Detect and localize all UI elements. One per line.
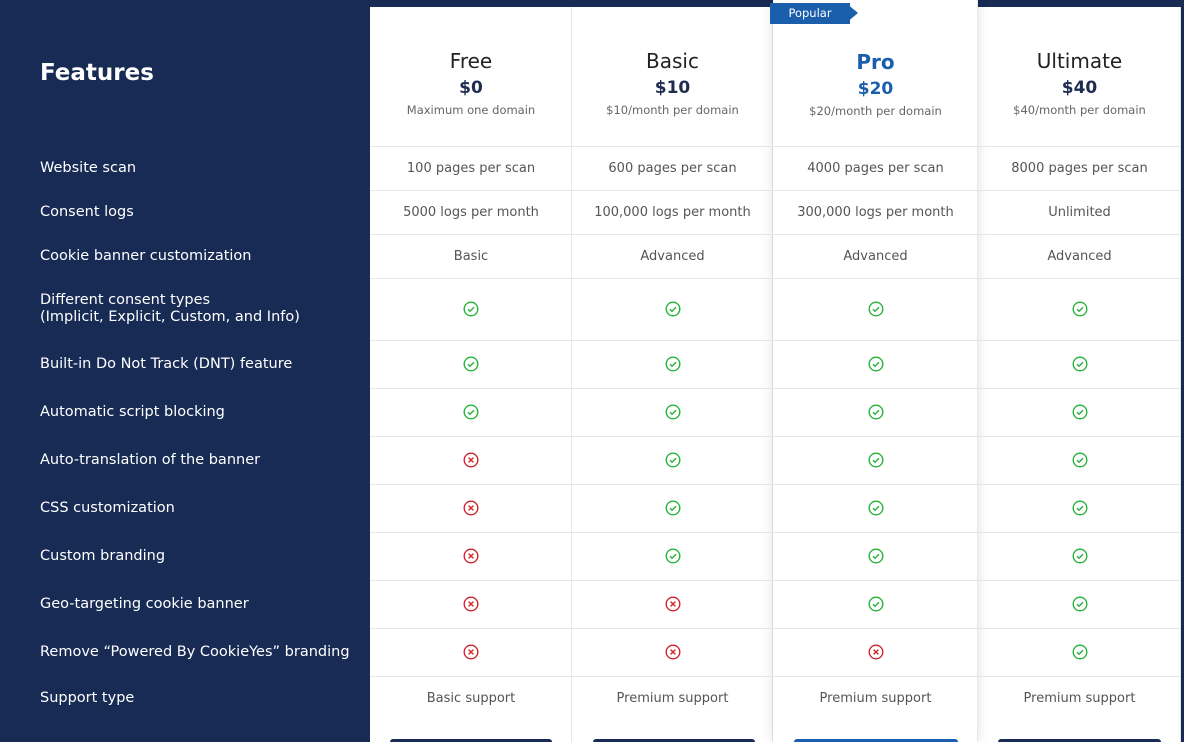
plan-name: Basic xyxy=(646,49,699,73)
plan-note: $10/month per domain xyxy=(606,103,739,117)
cell-text: Advanced xyxy=(843,248,908,264)
plan-price: $40 xyxy=(1061,78,1098,98)
plan-column xyxy=(978,7,1181,742)
plan-note: $20/month per domain xyxy=(809,104,942,118)
cell-text: 300,000 logs per month xyxy=(797,204,954,220)
plan-button[interactable] xyxy=(794,739,958,742)
check-icon xyxy=(773,388,978,436)
feature-label: CSS customization xyxy=(40,499,175,516)
feature-label: Cookie banner customization xyxy=(40,247,252,264)
check-icon xyxy=(572,340,773,388)
check-icon xyxy=(773,278,978,340)
cross-icon xyxy=(370,436,572,484)
plan-button[interactable] xyxy=(998,739,1161,742)
row-divider xyxy=(370,190,1181,191)
plan-column xyxy=(370,7,572,742)
row-divider xyxy=(370,146,1181,147)
plan-name: Ultimate xyxy=(1036,49,1123,73)
cell-text: Basic xyxy=(453,248,489,264)
feature-label: Different consent types (Implicit, Expli… xyxy=(40,292,300,325)
feature-label: Consent logs xyxy=(40,203,134,220)
cross-icon xyxy=(370,628,572,676)
row-divider xyxy=(370,484,1181,485)
row-divider xyxy=(370,436,1181,437)
feature-label: Automatic script blocking xyxy=(40,403,225,420)
cell-text: 8000 pages per scan xyxy=(1011,160,1148,176)
cell-text: Advanced xyxy=(640,248,705,264)
check-icon xyxy=(572,278,773,340)
feature-label: Support type xyxy=(40,689,135,706)
feature-label: Geo-targeting cookie banner xyxy=(40,595,249,612)
cell-text: 5000 logs per month xyxy=(403,204,539,220)
check-icon xyxy=(978,340,1181,388)
feature-label: Auto-translation of the banner xyxy=(40,451,261,468)
cell-text: Premium support xyxy=(1023,690,1136,706)
cross-icon xyxy=(370,580,572,628)
feature-label: Website scan xyxy=(40,159,137,176)
plan-price: $20 xyxy=(857,79,894,99)
check-icon xyxy=(978,532,1181,580)
cell-text: 100 pages per scan xyxy=(406,160,536,176)
cell-text: 4000 pages per scan xyxy=(807,160,944,176)
check-icon xyxy=(978,628,1181,676)
cross-icon xyxy=(370,532,572,580)
row-divider xyxy=(370,388,1181,389)
cross-icon xyxy=(370,484,572,532)
cross-icon xyxy=(773,628,978,676)
feature-label: Remove “Powered By CookieYes” branding xyxy=(40,643,350,660)
plan-button[interactable] xyxy=(390,739,552,742)
check-icon xyxy=(773,580,978,628)
plan-name: Pro xyxy=(856,50,895,74)
check-icon xyxy=(370,388,572,436)
plan-column xyxy=(572,7,773,742)
cross-icon xyxy=(572,628,773,676)
check-icon xyxy=(370,340,572,388)
check-icon xyxy=(978,436,1181,484)
check-icon xyxy=(370,278,572,340)
row-divider xyxy=(370,532,1181,533)
plan-note: Maximum one domain xyxy=(406,103,536,117)
feature-label: Built-in Do Not Track (DNT) feature xyxy=(40,355,293,372)
check-icon xyxy=(773,532,978,580)
features-title: Features xyxy=(40,60,154,86)
popular-badge: Popular xyxy=(770,3,850,24)
cell-text: 100,000 logs per month xyxy=(594,204,751,220)
check-icon xyxy=(978,278,1181,340)
check-icon xyxy=(978,388,1181,436)
plan-name: Free xyxy=(449,49,493,73)
cell-text: Basic support xyxy=(426,690,516,706)
plan-note: $40/month per domain xyxy=(1013,103,1146,117)
row-divider xyxy=(370,340,1181,341)
check-icon xyxy=(572,436,773,484)
cell-text: Unlimited xyxy=(1048,204,1111,220)
row-divider xyxy=(370,580,1181,581)
check-icon xyxy=(978,580,1181,628)
check-icon xyxy=(572,532,773,580)
badge-tail xyxy=(846,3,858,23)
cell-text: Premium support xyxy=(616,690,729,706)
check-icon xyxy=(978,484,1181,532)
check-icon xyxy=(773,484,978,532)
check-icon xyxy=(773,436,978,484)
check-icon xyxy=(773,340,978,388)
row-divider xyxy=(370,628,1181,629)
cell-text: 600 pages per scan xyxy=(608,160,737,176)
cell-text: Premium support xyxy=(819,690,932,706)
plan-button[interactable] xyxy=(593,739,755,742)
plan-price: $10 xyxy=(654,78,691,98)
row-divider xyxy=(370,234,1181,235)
row-divider xyxy=(370,278,1181,279)
check-icon xyxy=(572,388,773,436)
feature-label: Custom branding xyxy=(40,547,166,564)
plan-price: $0 xyxy=(459,78,483,98)
cross-icon xyxy=(572,580,773,628)
row-divider xyxy=(370,676,1181,677)
cell-text: Advanced xyxy=(1047,248,1112,264)
check-icon xyxy=(572,484,773,532)
